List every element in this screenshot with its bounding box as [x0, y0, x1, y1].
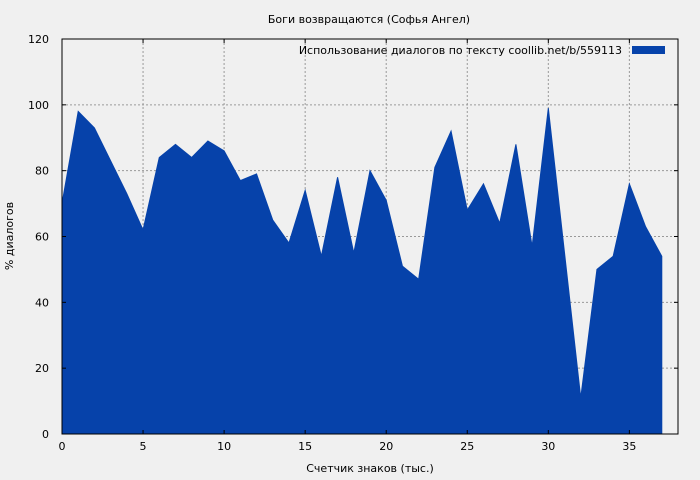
- area-series: [61, 108, 663, 435]
- axis-ticks: [61, 38, 678, 435]
- x-tick-label: 35: [622, 440, 636, 453]
- x-tick-label: 25: [460, 440, 474, 453]
- y-tick-label: 60: [35, 231, 49, 244]
- area-layer: [61, 108, 663, 435]
- y-tick-label: 40: [35, 296, 49, 309]
- x-tick-label: 15: [298, 440, 312, 453]
- y-tick-label: 20: [35, 362, 49, 375]
- y-tick-label: 80: [35, 165, 49, 178]
- y-tick-label: 100: [28, 99, 49, 112]
- y-axis-title: % диалогов: [3, 202, 16, 270]
- x-axis-title: Счетчик знаков (тыс.): [306, 462, 434, 475]
- chart-title: Боги возвращаются (Софья Ангел): [268, 13, 470, 26]
- legend-swatch: [632, 46, 665, 54]
- x-tick-label: 20: [379, 440, 393, 453]
- x-tick-label: 5: [140, 440, 147, 453]
- y-tick-label: 120: [28, 33, 49, 46]
- x-tick-label: 30: [541, 440, 555, 453]
- x-tick-label: 0: [59, 440, 66, 453]
- legend: Использование диалогов по тексту coollib…: [299, 44, 665, 57]
- tick-labels: 0 5 10 15 20 25 30 35 0 20 40 60 80 100 120: [28, 33, 636, 453]
- x-tick-label: 10: [217, 440, 231, 453]
- legend-label: Использование диалогов по тексту coollib…: [299, 44, 622, 57]
- y-tick-label: 0: [42, 428, 49, 441]
